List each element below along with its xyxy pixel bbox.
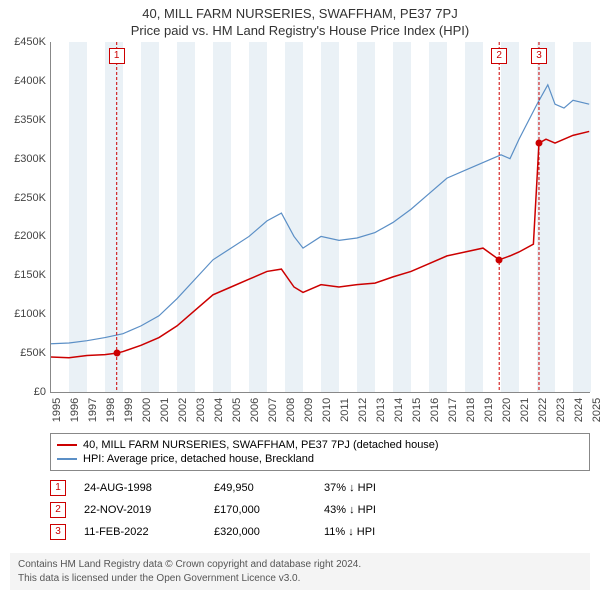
x-axis-tick: 2005 bbox=[231, 398, 243, 422]
x-axis-tick: 2008 bbox=[285, 398, 297, 422]
x-axis-tick: 2007 bbox=[267, 398, 279, 422]
y-axis-tick: £0 bbox=[1, 386, 46, 398]
event-diff: 11% ↓ HPI bbox=[324, 526, 375, 538]
marker-label-box: 3 bbox=[531, 48, 547, 64]
event-row: 1 24-AUG-1998£49,95037% ↓ HPI bbox=[50, 477, 590, 499]
event-price: £320,000 bbox=[214, 526, 324, 538]
x-axis-tick: 2003 bbox=[195, 398, 207, 422]
x-axis-tick: 1995 bbox=[51, 398, 63, 422]
x-axis-tick: 2016 bbox=[429, 398, 441, 422]
y-axis-tick: £350K bbox=[1, 114, 46, 126]
x-axis-tick: 2023 bbox=[555, 398, 567, 422]
legend-swatch-property bbox=[57, 444, 77, 446]
y-axis-tick: £250K bbox=[1, 192, 46, 204]
x-axis-tick: 2018 bbox=[465, 398, 477, 422]
footer-line: Contains HM Land Registry data © Crown c… bbox=[18, 558, 582, 572]
chart-svg bbox=[51, 42, 590, 392]
event-price: £170,000 bbox=[214, 504, 324, 516]
x-axis-tick: 2012 bbox=[357, 398, 369, 422]
y-axis-tick: £200K bbox=[1, 230, 46, 242]
x-axis-tick: 2002 bbox=[177, 398, 189, 422]
event-number-box: 3 bbox=[50, 524, 66, 540]
x-axis-tick: 1998 bbox=[105, 398, 117, 422]
y-axis-tick: £100K bbox=[1, 308, 46, 320]
x-axis-tick: 2015 bbox=[411, 398, 423, 422]
x-axis-tick: 1996 bbox=[69, 398, 81, 422]
event-row: 3 11-FEB-2022£320,00011% ↓ HPI bbox=[50, 521, 590, 543]
marker-dot bbox=[113, 350, 120, 357]
y-axis-tick: £50K bbox=[1, 347, 46, 359]
footer-attribution: Contains HM Land Registry data © Crown c… bbox=[10, 553, 590, 590]
event-date: 11-FEB-2022 bbox=[84, 526, 214, 538]
event-date: 24-AUG-1998 bbox=[84, 482, 214, 494]
x-axis-tick: 2017 bbox=[447, 398, 459, 422]
marker-dot bbox=[535, 140, 542, 147]
legend-box: 40, MILL FARM NURSERIES, SWAFFHAM, PE37 … bbox=[50, 433, 590, 471]
x-axis-tick: 2025 bbox=[591, 398, 600, 422]
event-date: 22-NOV-2019 bbox=[84, 504, 214, 516]
legend-row: HPI: Average price, detached house, Brec… bbox=[57, 452, 583, 466]
legend-label: HPI: Average price, detached house, Brec… bbox=[83, 453, 314, 465]
x-axis-tick: 2022 bbox=[537, 398, 549, 422]
legend-swatch-hpi bbox=[57, 458, 77, 460]
x-axis-tick: 2006 bbox=[249, 398, 261, 422]
chart-plot-area: £0£50K£100K£150K£200K£250K£300K£350K£400… bbox=[50, 42, 590, 393]
legend-label: 40, MILL FARM NURSERIES, SWAFFHAM, PE37 … bbox=[83, 439, 439, 451]
x-axis-tick: 2000 bbox=[141, 398, 153, 422]
event-number-box: 1 bbox=[50, 480, 66, 496]
x-axis-tick: 2024 bbox=[573, 398, 585, 422]
chart-container: 40, MILL FARM NURSERIES, SWAFFHAM, PE37 … bbox=[0, 0, 600, 590]
x-axis-tick: 2011 bbox=[339, 398, 351, 422]
chart-title: 40, MILL FARM NURSERIES, SWAFFHAM, PE37 … bbox=[0, 0, 600, 21]
event-list: 1 24-AUG-1998£49,95037% ↓ HPI 2 22-NOV-2019… bbox=[50, 477, 590, 543]
footer-line: This data is licensed under the Open Gov… bbox=[18, 572, 582, 586]
marker-label-box: 1 bbox=[109, 48, 125, 64]
x-axis-tick: 2020 bbox=[501, 398, 513, 422]
x-axis-tick: 2019 bbox=[483, 398, 495, 422]
event-number-box: 2 bbox=[50, 502, 66, 518]
x-axis-tick: 2014 bbox=[393, 398, 405, 422]
x-axis-tick: 2010 bbox=[321, 398, 333, 422]
legend-row: 40, MILL FARM NURSERIES, SWAFFHAM, PE37 … bbox=[57, 438, 583, 452]
marker-label-box: 2 bbox=[491, 48, 507, 64]
x-axis-tick: 2021 bbox=[519, 398, 531, 422]
y-axis-tick: £450K bbox=[1, 36, 46, 48]
y-axis-tick: £150K bbox=[1, 269, 46, 281]
event-diff: 43% ↓ HPI bbox=[324, 504, 376, 516]
chart-subtitle: Price paid vs. HM Land Registry's House … bbox=[0, 21, 600, 42]
x-axis-tick: 2004 bbox=[213, 398, 225, 422]
y-axis-tick: £300K bbox=[1, 153, 46, 165]
x-axis-tick: 1999 bbox=[123, 398, 135, 422]
y-axis-tick: £400K bbox=[1, 75, 46, 87]
x-axis-tick: 2001 bbox=[159, 398, 171, 422]
x-axis-tick: 2013 bbox=[375, 398, 387, 422]
x-axis-tick: 1997 bbox=[87, 398, 99, 422]
marker-dot bbox=[496, 256, 503, 263]
event-diff: 37% ↓ HPI bbox=[324, 482, 376, 494]
event-price: £49,950 bbox=[214, 482, 324, 494]
event-row: 2 22-NOV-2019£170,00043% ↓ HPI bbox=[50, 499, 590, 521]
x-axis-tick: 2009 bbox=[303, 398, 315, 422]
